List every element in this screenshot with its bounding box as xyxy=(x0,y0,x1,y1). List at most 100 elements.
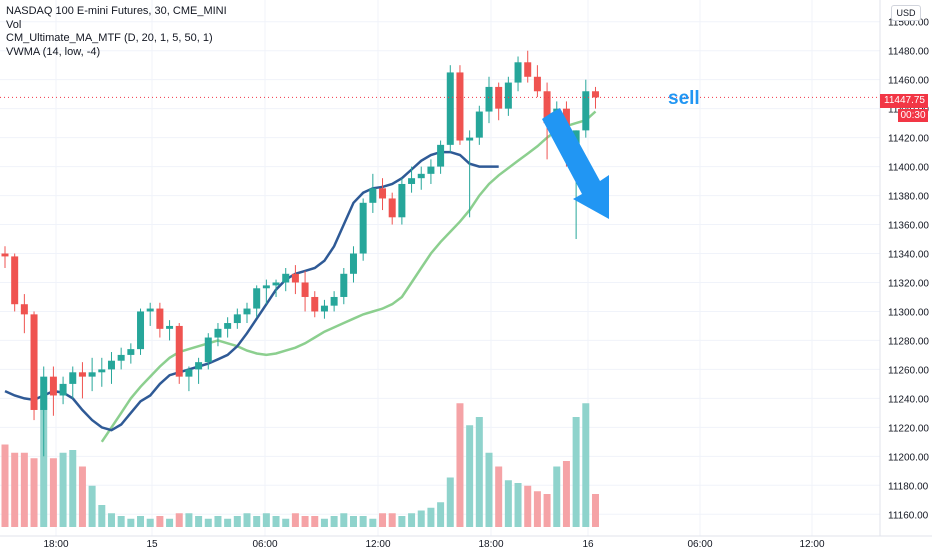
price-tick-label: 11180.00 xyxy=(888,481,929,492)
chart-legend: NASDAQ 100 E-mini Futures, 30, CME_MINI … xyxy=(6,5,227,59)
candle-body xyxy=(69,372,77,384)
volume-bar xyxy=(146,518,154,527)
time-tick-label: 12:00 xyxy=(365,539,390,550)
volume-bar xyxy=(369,518,377,527)
volume-bar xyxy=(291,513,299,527)
time-axis[interactable]: 18:00 15 06:00 12:00 18:00 16 06:00 12:00 xyxy=(43,539,824,550)
candle-body xyxy=(253,288,261,309)
volume-bar xyxy=(311,516,319,527)
currency-button[interactable]: USD xyxy=(891,5,921,21)
candle-body xyxy=(49,376,57,396)
volume-bar xyxy=(272,516,280,527)
candle-body xyxy=(437,144,445,167)
volume-bar xyxy=(533,491,541,527)
volume-bar xyxy=(379,513,387,527)
candle-body xyxy=(311,296,319,312)
volume-bar xyxy=(582,403,590,527)
volume-bar xyxy=(543,494,551,527)
candle-body xyxy=(398,183,406,218)
candle-body xyxy=(417,173,425,179)
candle-body xyxy=(359,202,367,254)
volume-bar xyxy=(349,516,357,527)
candles xyxy=(1,50,599,457)
volume-bar xyxy=(446,477,454,527)
ma-indicator-label[interactable]: CM_Ultimate_MA_MTF (D, 20, 1, 5, 50, 1) xyxy=(6,32,213,44)
candle-body xyxy=(388,198,396,218)
volume-bar xyxy=(253,516,261,527)
time-tick-label: 06:00 xyxy=(687,539,712,550)
volume-bar xyxy=(514,483,522,527)
volume-bar xyxy=(11,452,19,527)
price-tick-label: 11300.00 xyxy=(888,307,929,318)
volume-bar xyxy=(107,513,115,527)
time-tick-label: 18:00 xyxy=(43,539,68,550)
price-tick-label: 11360.00 xyxy=(888,221,929,232)
volume-bar xyxy=(359,516,367,527)
candle-body xyxy=(127,349,135,355)
candle-body xyxy=(495,86,503,109)
volume-bar xyxy=(330,516,338,527)
volume-bar xyxy=(282,518,290,527)
candle-body xyxy=(20,304,28,315)
volume-bar xyxy=(591,494,599,527)
candle-body xyxy=(185,369,193,377)
candle-body xyxy=(340,273,348,297)
sell-annotation: sell xyxy=(668,88,700,109)
volume-bar xyxy=(185,513,193,527)
candle-body xyxy=(408,178,416,184)
bar-countdown-tag: 00:30 xyxy=(898,109,928,122)
volume-bar xyxy=(137,516,145,527)
volume-bar xyxy=(475,417,483,527)
candle-body xyxy=(272,282,280,286)
candle-body xyxy=(369,188,377,203)
candle-body xyxy=(30,314,38,410)
candle-body xyxy=(78,372,86,377)
candle-body xyxy=(446,72,454,145)
volume-bar xyxy=(524,485,532,527)
candle-body xyxy=(543,91,551,124)
symbol-title[interactable]: NASDAQ 100 E-mini Futures, 30, CME_MINI xyxy=(6,5,227,17)
volume-bar xyxy=(88,485,96,527)
volume-bar xyxy=(398,516,406,527)
candle-body xyxy=(1,253,9,257)
vwma-indicator-label[interactable]: VWMA (14, low, -4) xyxy=(6,45,101,58)
volume-bar xyxy=(69,450,77,527)
sell-arrow-icon xyxy=(542,108,609,219)
candle-body xyxy=(466,137,474,141)
candle-body xyxy=(40,376,48,410)
volume-bar xyxy=(456,403,464,527)
volume-bar xyxy=(466,425,474,527)
volume-bar xyxy=(233,516,241,527)
volume-bar xyxy=(40,395,48,527)
candle-body xyxy=(88,372,96,377)
last-price-tag: 11447.75 xyxy=(880,94,928,108)
volume-bar xyxy=(553,466,561,527)
candle-body xyxy=(475,111,483,138)
volume-bar xyxy=(127,518,135,527)
candle-body xyxy=(427,166,435,174)
ma-line xyxy=(100,110,597,443)
candle-body xyxy=(117,354,125,361)
candle-body xyxy=(533,76,541,92)
price-tick-label: 11500.00 xyxy=(888,18,929,29)
candle-body xyxy=(582,91,590,131)
candle-body xyxy=(204,337,212,363)
volume-bar xyxy=(301,516,309,527)
volume-bar xyxy=(166,518,174,527)
price-tick-label: 11200.00 xyxy=(888,452,929,463)
volume-bar xyxy=(340,513,348,527)
volume-bar xyxy=(562,461,570,527)
volume-bar xyxy=(30,458,38,527)
price-tick-label: 11400.00 xyxy=(888,163,929,174)
volume-bar xyxy=(49,458,57,527)
volume-bar xyxy=(408,513,416,527)
candle-body xyxy=(504,82,512,109)
chart-grid xyxy=(0,0,880,536)
candle-body xyxy=(330,296,338,306)
price-tick-label: 11320.00 xyxy=(888,278,929,289)
candle-body xyxy=(514,62,522,83)
volume-indicator-label[interactable]: Vol xyxy=(6,18,22,31)
price-tick-label: 11480.00 xyxy=(888,47,929,58)
volume-bar xyxy=(59,452,67,527)
